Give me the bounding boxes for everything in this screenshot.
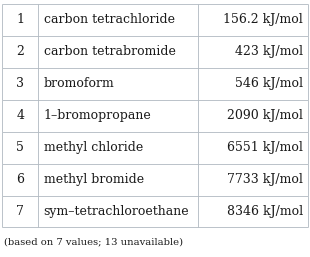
Bar <box>2 196 308 227</box>
Text: 156.2 kJ/mol: 156.2 kJ/mol <box>223 13 303 26</box>
Text: 1–bromopropane: 1–bromopropane <box>44 109 152 122</box>
Text: 1: 1 <box>16 13 24 26</box>
Bar <box>2 36 308 68</box>
Text: 8346 kJ/mol: 8346 kJ/mol <box>227 205 303 218</box>
Bar <box>2 100 308 132</box>
Text: 4: 4 <box>16 109 24 122</box>
Text: bromoform: bromoform <box>44 77 114 90</box>
Text: 2: 2 <box>16 45 24 58</box>
Bar <box>2 132 308 163</box>
Text: methyl bromide: methyl bromide <box>44 173 144 186</box>
Text: sym–tetrachloroethane: sym–tetrachloroethane <box>44 205 189 218</box>
Bar <box>2 163 308 196</box>
Text: 7733 kJ/mol: 7733 kJ/mol <box>227 173 303 186</box>
Text: 7: 7 <box>16 205 24 218</box>
Text: (based on 7 values; 13 unavailable): (based on 7 values; 13 unavailable) <box>4 238 183 247</box>
Text: carbon tetrabromide: carbon tetrabromide <box>44 45 175 58</box>
Text: 6: 6 <box>16 173 24 186</box>
Text: 423 kJ/mol: 423 kJ/mol <box>235 45 303 58</box>
Bar <box>2 4 308 36</box>
Text: 6551 kJ/mol: 6551 kJ/mol <box>227 141 303 154</box>
Bar <box>2 68 308 100</box>
Text: 546 kJ/mol: 546 kJ/mol <box>235 77 303 90</box>
Text: 2090 kJ/mol: 2090 kJ/mol <box>227 109 303 122</box>
Text: 5: 5 <box>16 141 24 154</box>
Text: methyl chloride: methyl chloride <box>44 141 143 154</box>
Text: 3: 3 <box>16 77 24 90</box>
Text: carbon tetrachloride: carbon tetrachloride <box>44 13 175 26</box>
